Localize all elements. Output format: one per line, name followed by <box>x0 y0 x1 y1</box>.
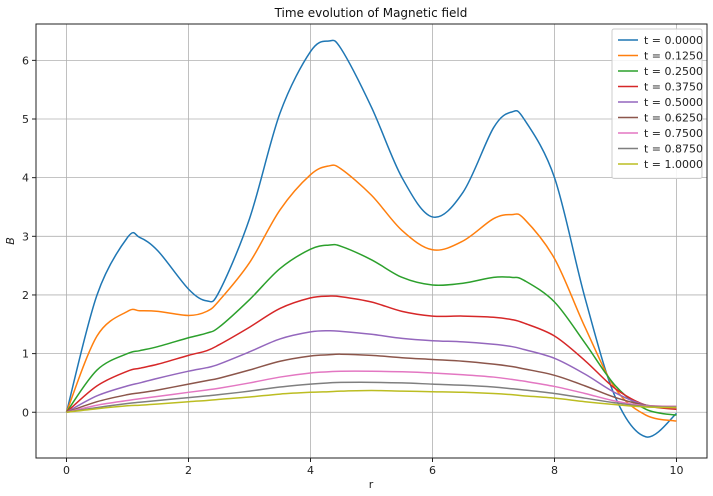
legend-entry-4: t = 0.5000 <box>644 96 703 109</box>
x-tick-label: 6 <box>429 464 436 477</box>
y-tick-label: 0 <box>22 406 29 419</box>
series-line-0 <box>65 39 678 438</box>
y-tick-label: 4 <box>22 172 29 185</box>
plot-frame <box>35 23 708 459</box>
x-tick-label: 0 <box>63 464 70 477</box>
series-line-7 <box>66 381 677 413</box>
x-axis-label: r <box>369 478 374 491</box>
chart-title: Time evolution of Magnetic field <box>274 6 468 20</box>
series-line-6 <box>66 370 677 413</box>
series-line-8 <box>66 389 677 413</box>
legend: t = 0.0000 t = 0.1250 t = 0.2500 t = 0.3750… <box>611 28 703 179</box>
x-tick-label: 2 <box>185 464 192 477</box>
legend-entry-5: t = 0.6250 <box>644 112 703 125</box>
series-line-1 <box>65 164 677 422</box>
y-tick-label: 2 <box>22 289 29 302</box>
y-tick-label: 6 <box>22 54 29 67</box>
y-axis-label: B <box>4 237 17 245</box>
y-tick-label: 3 <box>22 230 29 243</box>
y-tick-label: 5 <box>22 113 29 126</box>
tick-layer: 0 2 4 6 8 10 0 1 2 3 4 5 6 <box>22 54 684 477</box>
series-line-2 <box>65 243 677 416</box>
legend-entry-0: t = 0.0000 <box>644 34 703 47</box>
legend-entry-1: t = 0.1250 <box>644 50 703 63</box>
legend-entry-2: t = 0.2500 <box>644 65 703 78</box>
series-line-5 <box>66 353 677 413</box>
x-tick-label: 10 <box>670 464 684 477</box>
y-tick-label: 1 <box>22 348 29 361</box>
x-tick-label: 8 <box>551 464 558 477</box>
legend-entry-8: t = 1.0000 <box>644 158 703 171</box>
legend-entry-3: t = 0.3750 <box>644 81 703 94</box>
legend-entry-7: t = 0.8750 <box>644 143 703 156</box>
x-tick-label: 4 <box>307 464 314 477</box>
legend-entry-6: t = 0.7500 <box>644 127 703 140</box>
legend-box <box>611 28 703 179</box>
series-line-4 <box>66 329 677 413</box>
series-layer <box>65 39 678 438</box>
series-line-3 <box>66 295 677 413</box>
